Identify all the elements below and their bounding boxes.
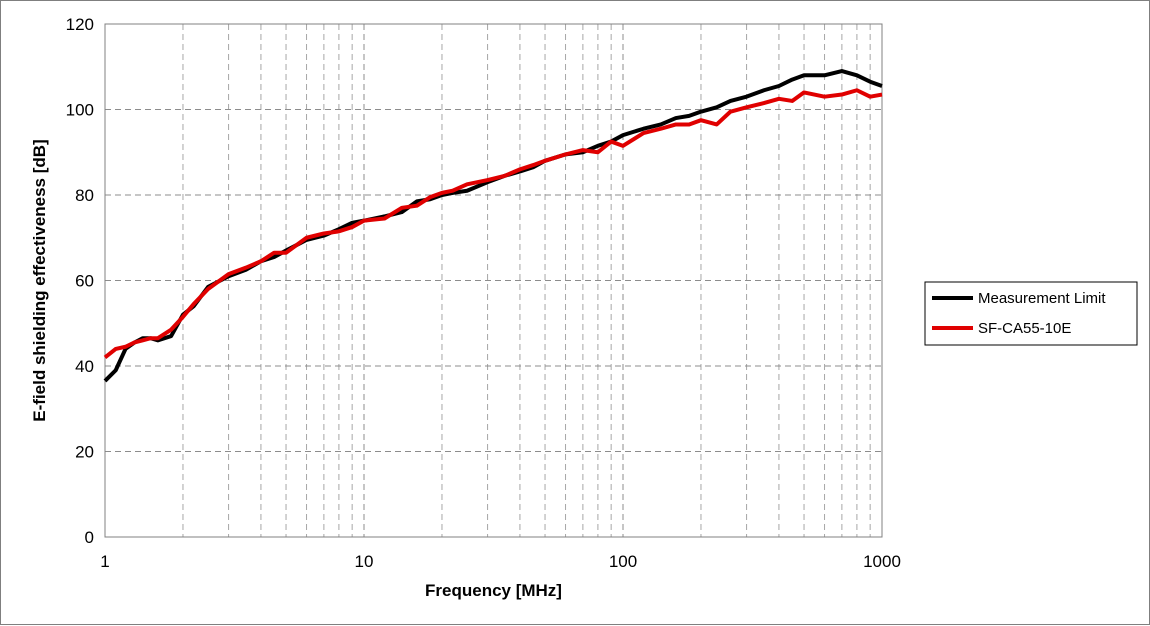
legend: Measurement Limit SF-CA55-10E (924, 281, 1138, 346)
y-tick-label: 120 (66, 15, 94, 34)
x-axis-title: Frequency [MHz] (425, 581, 562, 600)
x-tick-label: 1000 (863, 552, 901, 571)
grid-lines (105, 24, 882, 537)
legend-label-sf-ca55-10e: SF-CA55-10E (978, 320, 1071, 337)
series-line-0 (103, 69, 883, 383)
legend-box (924, 281, 1138, 346)
y-tick-label: 60 (75, 272, 94, 291)
legend-label-measurement-limit: Measurement Limit (978, 290, 1106, 307)
tick-labels: 1 10 100 1000 0 20 40 60 80 100 120 (66, 15, 901, 571)
y-axis-title: E-field shielding effectiveness [dB] (30, 139, 49, 421)
series-lines (103, 69, 883, 383)
x-tick-label: 1 (100, 552, 109, 571)
y-tick-label: 20 (75, 443, 94, 462)
x-tick-label: 10 (355, 552, 374, 571)
y-tick-label: 100 (66, 101, 94, 120)
series-line-1 (103, 88, 883, 360)
y-tick-label: 80 (75, 186, 94, 205)
plot-area (104, 23, 883, 538)
y-tick-label: 40 (75, 357, 94, 376)
x-tick-label: 100 (609, 552, 637, 571)
y-tick-label: 0 (85, 528, 94, 547)
